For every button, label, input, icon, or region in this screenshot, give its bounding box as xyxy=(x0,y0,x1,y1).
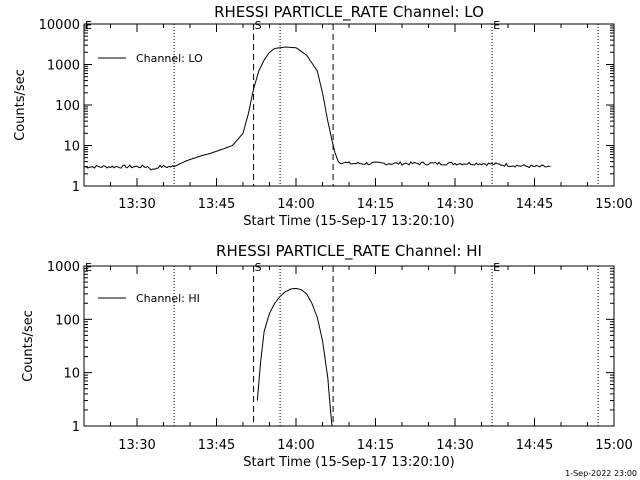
event-marker-label: S xyxy=(255,261,262,274)
chart-title: RHESSI PARTICLE_RATE Channel: LO xyxy=(214,3,484,22)
x-tick-label: 14:30 xyxy=(436,438,473,453)
event-marker-label: E xyxy=(85,19,92,32)
panel-lo: RHESSI PARTICLE_RATE Channel: LO 13:30 13:… xyxy=(13,3,633,229)
y-tick-label: 100 xyxy=(55,313,80,328)
y-tick-label: 1000 xyxy=(47,260,80,275)
y-axis-label: Counts/sec xyxy=(21,310,36,382)
x-tick-label: 14:45 xyxy=(516,197,553,212)
y-tick-label: 100 xyxy=(55,99,80,114)
x-tick-label: 14:45 xyxy=(516,438,553,453)
chart-title: RHESSI PARTICLE_RATE Channel: HI xyxy=(216,242,482,261)
y-tick-label: 10 xyxy=(63,140,80,155)
series-line xyxy=(256,287,333,427)
x-tick-label: 15:00 xyxy=(595,197,632,212)
x-tick-label: 13:45 xyxy=(198,438,235,453)
y-tick-label: 1000 xyxy=(47,59,80,74)
x-tick-label: 14:00 xyxy=(277,197,314,212)
y-tick-label: 1 xyxy=(72,420,80,435)
plot-frame xyxy=(83,265,615,427)
y-tick-label: 10000 xyxy=(39,18,80,33)
x-axis-label: Start Time (15-Sep-17 13:20:10) xyxy=(243,214,454,229)
event-marker-label: E xyxy=(493,261,500,274)
x-tick-label: 14:15 xyxy=(357,438,394,453)
x-tick-label: 14:15 xyxy=(357,197,394,212)
x-tick-label: 15:00 xyxy=(595,438,632,453)
y-tick-label: 1 xyxy=(72,180,80,195)
x-tick-label: 14:30 xyxy=(436,197,473,212)
x-tick-label: 13:30 xyxy=(118,438,155,453)
event-marker-label: E xyxy=(85,261,92,274)
event-marker-label: S xyxy=(255,19,262,32)
x-tick-label: 14:00 xyxy=(277,438,314,453)
x-tick-label: 13:45 xyxy=(198,197,235,212)
event-marker-label: E xyxy=(493,19,500,32)
legend-label: Channel: HI xyxy=(136,292,200,305)
series-line xyxy=(83,46,551,171)
legend-label: Channel: LO xyxy=(136,52,203,65)
panel-hi: RHESSI PARTICLE_RATE Channel: HI 13:30 13:… xyxy=(21,242,633,470)
x-tick-label: 13:30 xyxy=(118,197,155,212)
x-axis-label: Start Time (15-Sep-17 13:20:10) xyxy=(243,455,454,470)
y-tick-label: 10 xyxy=(63,367,80,382)
plot-timestamp: 1-Sep-2022 23:00 xyxy=(565,469,637,478)
y-axis-label: Counts/sec xyxy=(13,69,28,141)
